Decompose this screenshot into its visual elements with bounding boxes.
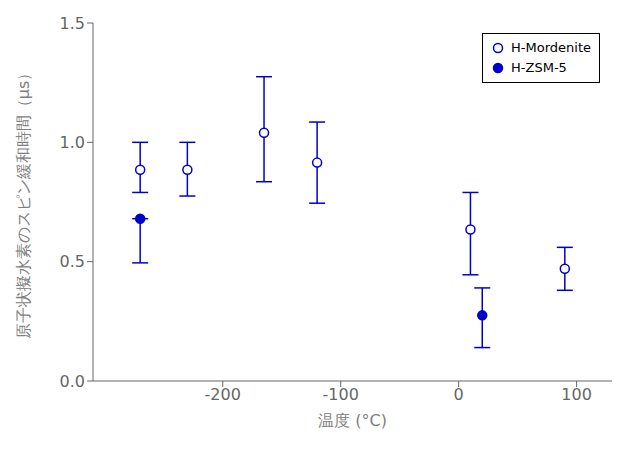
svg-text:原子状擬水素のスピン緩和時間（μs）: 原子状擬水素のスピン緩和時間（μs） xyxy=(14,65,33,340)
html-text:H-ZSM-5: H-ZSM-5 xyxy=(511,60,567,75)
svg-text:1.0: 1.0 xyxy=(60,133,85,152)
svg-text:-200: -200 xyxy=(205,385,241,404)
svg-text:0: 0 xyxy=(454,385,464,404)
svg-text:温度 (°C): 温度 (°C) xyxy=(318,411,387,430)
svg-text:0.0: 0.0 xyxy=(60,372,85,391)
svg-text:100: 100 xyxy=(561,385,592,404)
svg-text:1.5: 1.5 xyxy=(60,14,85,33)
html-text:H-Mordenite: H-Mordenite xyxy=(511,40,591,55)
svg-text:0.5: 0.5 xyxy=(60,252,85,271)
svg-text:-100: -100 xyxy=(323,385,359,404)
